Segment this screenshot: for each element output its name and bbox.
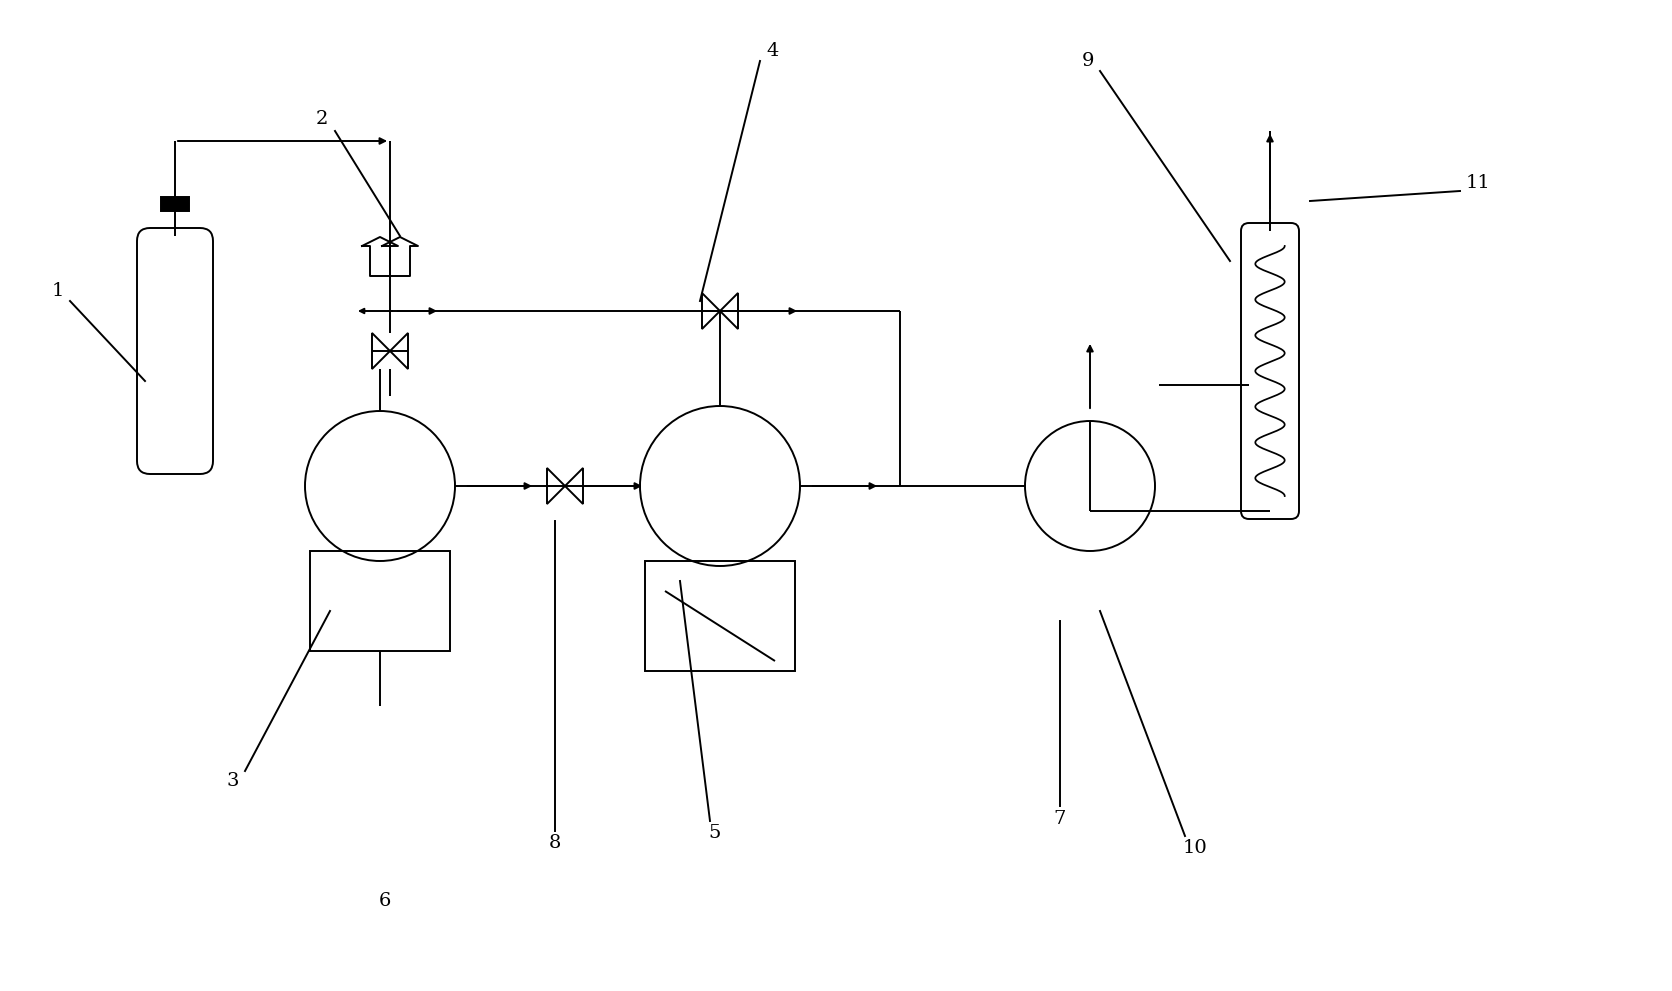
Text: 10: 10 [1182,839,1207,857]
Text: 1: 1 [52,282,64,300]
Bar [161,197,189,211]
Text: 3: 3 [227,772,239,790]
Text: 2: 2 [316,110,328,128]
Text: 5: 5 [709,824,721,842]
Text: 6: 6 [380,892,391,910]
Text: 8: 8 [548,834,562,852]
Text: 9: 9 [1082,52,1093,70]
Text: 7: 7 [1053,810,1067,828]
Bar [645,561,794,671]
Text: 11: 11 [1466,174,1490,192]
Text: 4: 4 [767,42,779,60]
Bar [309,551,450,651]
